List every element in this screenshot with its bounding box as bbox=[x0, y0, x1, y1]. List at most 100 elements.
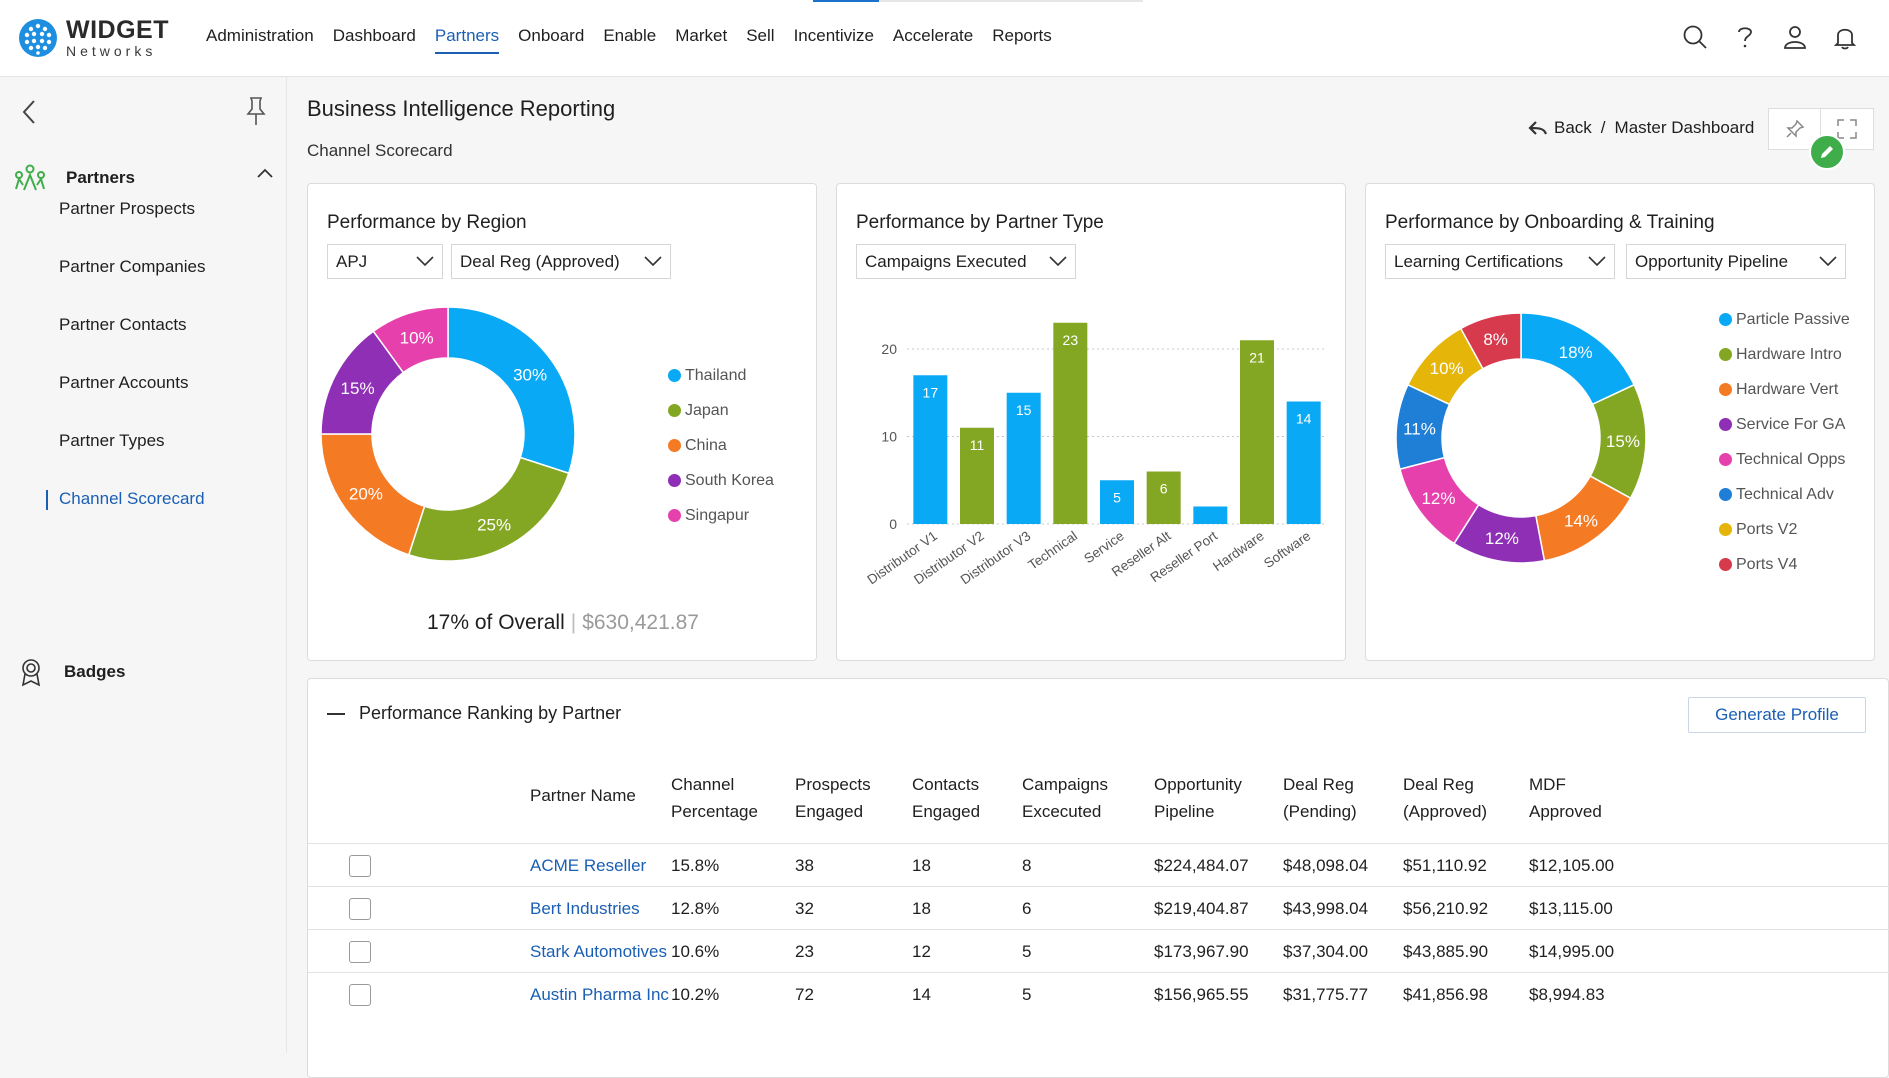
row-checkbox[interactable] bbox=[349, 941, 371, 963]
chevron-up-icon[interactable] bbox=[256, 167, 274, 179]
certifications-dropdown[interactable]: Learning Certifications bbox=[1385, 244, 1615, 279]
pin-button[interactable] bbox=[1769, 109, 1821, 149]
nav-item-administration[interactable]: Administration bbox=[206, 26, 314, 45]
legend-item-technical-adv[interactable]: Technical Adv bbox=[1719, 477, 1850, 512]
page-title: Business Intelligence Reporting bbox=[307, 96, 616, 121]
bar-technical[interactable] bbox=[1053, 322, 1088, 524]
fullscreen-icon bbox=[1837, 119, 1857, 139]
partner-name-link[interactable]: Stark Automotives bbox=[530, 942, 668, 961]
sidebar-item-channel-scorecard[interactable]: Channel Scorecard bbox=[46, 489, 205, 510]
column-header-campaigns-excecuted[interactable]: Campaigns Excecuted bbox=[1022, 771, 1108, 825]
column-header-prospects-engaged[interactable]: Prospects Engaged bbox=[795, 771, 871, 825]
performance-ranking-panel: Performance Ranking by Partner Generate … bbox=[307, 678, 1889, 1078]
partner-name-link[interactable]: Bert Industries bbox=[530, 899, 640, 918]
row-checkbox[interactable] bbox=[349, 898, 371, 920]
collapse-sidebar-icon[interactable] bbox=[18, 97, 42, 127]
sidebar-section-partners[interactable]: Partners bbox=[14, 163, 274, 193]
column-header-deal-reg-pending[interactable]: Deal Reg (Pending) bbox=[1283, 771, 1357, 825]
column-header-channel-percentage[interactable]: Channel Percentage bbox=[671, 771, 758, 825]
column-header-deal-reg-approved[interactable]: Deal Reg (Approved) bbox=[1403, 771, 1487, 825]
row-checkbox[interactable] bbox=[349, 984, 371, 1006]
nav-item-sell[interactable]: Sell bbox=[746, 26, 775, 45]
legend-item-south-korea[interactable]: South Korea bbox=[668, 463, 774, 498]
bar-reseller-port[interactable] bbox=[1193, 506, 1228, 525]
panel-header[interactable]: Performance Ranking by Partner bbox=[327, 703, 621, 724]
bell-icon[interactable] bbox=[1831, 22, 1859, 52]
search-icon[interactable] bbox=[1681, 22, 1709, 52]
table-cell: $56,210.92 bbox=[1403, 899, 1489, 918]
nav-item-onboard[interactable]: Onboard bbox=[518, 26, 585, 45]
table-cell: 5 bbox=[1022, 985, 1032, 1004]
sidebar-item-partner-types[interactable]: Partner Types bbox=[59, 431, 165, 450]
table-cell: 6 bbox=[1022, 899, 1032, 918]
donut-slice-ports-v4[interactable] bbox=[1459, 312, 1522, 370]
logo[interactable]: WIDGET Networks bbox=[18, 18, 169, 58]
sidebar-item-partner-prospects[interactable]: Partner Prospects bbox=[59, 199, 196, 218]
pin-sidebar-icon[interactable] bbox=[244, 95, 268, 127]
column-header-contacts-engaged[interactable]: Contacts Engaged bbox=[912, 771, 980, 825]
back-link[interactable]: Back bbox=[1554, 118, 1592, 137]
legend-item-hardware-intro[interactable]: Hardware Intro bbox=[1719, 337, 1850, 372]
slice-label-singapur: 10% bbox=[400, 328, 434, 347]
legend-item-thailand[interactable]: Thailand bbox=[668, 358, 774, 393]
chevron-down-icon bbox=[1588, 256, 1606, 267]
nav-item-market[interactable]: Market bbox=[675, 26, 728, 45]
legend-item-service-for-ga[interactable]: Service For GA bbox=[1719, 407, 1850, 442]
nav-item-partners[interactable]: Partners bbox=[434, 26, 500, 54]
legend-item-hardware-vert[interactable]: Hardware Vert bbox=[1719, 372, 1850, 407]
sidebar-item-partner-accounts[interactable]: Partner Accounts bbox=[59, 373, 189, 392]
logo-word: WIDGET bbox=[66, 16, 169, 44]
column-header-partner-name[interactable]: Partner Name bbox=[530, 782, 636, 809]
metric-dropdown[interactable]: Deal Reg (Approved) bbox=[451, 244, 671, 279]
bar-distributor-v1[interactable] bbox=[913, 375, 948, 524]
column-header-opportunity-pipeline[interactable]: Opportunity Pipeline bbox=[1154, 771, 1242, 825]
nav-item-accelerate[interactable]: Accelerate bbox=[892, 26, 974, 45]
breadcrumb-master-dashboard[interactable]: Master Dashboard bbox=[1614, 118, 1755, 137]
legend-item-particle-passive[interactable]: Particle Passive bbox=[1719, 302, 1850, 337]
partner-type-metric-dropdown[interactable]: Campaigns Executed bbox=[856, 244, 1076, 279]
column-header-mdf-approved[interactable]: MDF Approved bbox=[1529, 771, 1602, 825]
page-subtitle: Channel Scorecard bbox=[307, 141, 453, 160]
bar-distributor-v2[interactable] bbox=[960, 427, 994, 524]
legend-item-china[interactable]: China bbox=[668, 428, 774, 463]
bar-value-label: 23 bbox=[1063, 332, 1079, 348]
legend-item-technical-opps[interactable]: Technical Opps bbox=[1719, 442, 1850, 477]
nav-item-enable[interactable]: Enable bbox=[603, 26, 657, 45]
legend-item-singapur[interactable]: Singapur bbox=[668, 498, 774, 533]
back-arrow-icon[interactable] bbox=[1528, 120, 1548, 136]
row-checkbox[interactable] bbox=[349, 855, 371, 877]
help-icon[interactable] bbox=[1731, 22, 1759, 52]
legend-item-japan[interactable]: Japan bbox=[668, 393, 774, 428]
region-dropdown[interactable]: APJ bbox=[327, 244, 443, 279]
legend-label: Technical Adv bbox=[1736, 485, 1834, 503]
generate-profile-button[interactable]: Generate Profile bbox=[1688, 697, 1866, 733]
bar-hardware[interactable] bbox=[1240, 340, 1274, 524]
partner-name-link[interactable]: ACME Reseller bbox=[530, 856, 647, 875]
column-header-line: Opportunity bbox=[1154, 775, 1242, 794]
user-icon[interactable] bbox=[1781, 22, 1809, 52]
partner-name-link[interactable]: Austin Pharma Inc bbox=[530, 985, 669, 1004]
edit-button[interactable] bbox=[1809, 134, 1845, 170]
fullscreen-button[interactable] bbox=[1821, 109, 1873, 149]
sidebar-item-partner-companies[interactable]: Partner Companies bbox=[59, 257, 206, 276]
nav-item-incentivize[interactable]: Incentivize bbox=[793, 26, 874, 45]
bar-service[interactable] bbox=[1100, 480, 1134, 524]
nav-item-dashboard[interactable]: Dashboard bbox=[332, 26, 416, 45]
sidebar-section-badges[interactable]: Badges bbox=[18, 657, 125, 687]
legend-swatch bbox=[1719, 313, 1732, 326]
pencil-icon bbox=[1821, 146, 1833, 158]
bar-reseller-alt[interactable] bbox=[1146, 471, 1181, 525]
bar-software[interactable] bbox=[1286, 401, 1321, 525]
collapse-icon[interactable] bbox=[327, 712, 345, 715]
pipeline-dropdown[interactable]: Opportunity Pipeline bbox=[1626, 244, 1846, 279]
bar-distributor-v3[interactable] bbox=[1006, 392, 1041, 524]
donut-slice-japan[interactable] bbox=[407, 456, 570, 562]
nav-item-reports[interactable]: Reports bbox=[992, 26, 1052, 45]
legend-item-ports-v4[interactable]: Ports V4 bbox=[1719, 547, 1850, 582]
donut-slice-thailand[interactable] bbox=[447, 306, 576, 475]
slice-label-japan: 25% bbox=[477, 515, 511, 534]
legend-item-ports-v2[interactable]: Ports V2 bbox=[1719, 512, 1850, 547]
sidebar-item-partner-contacts[interactable]: Partner Contacts bbox=[59, 315, 187, 334]
donut-slice-singapur[interactable] bbox=[372, 306, 449, 374]
